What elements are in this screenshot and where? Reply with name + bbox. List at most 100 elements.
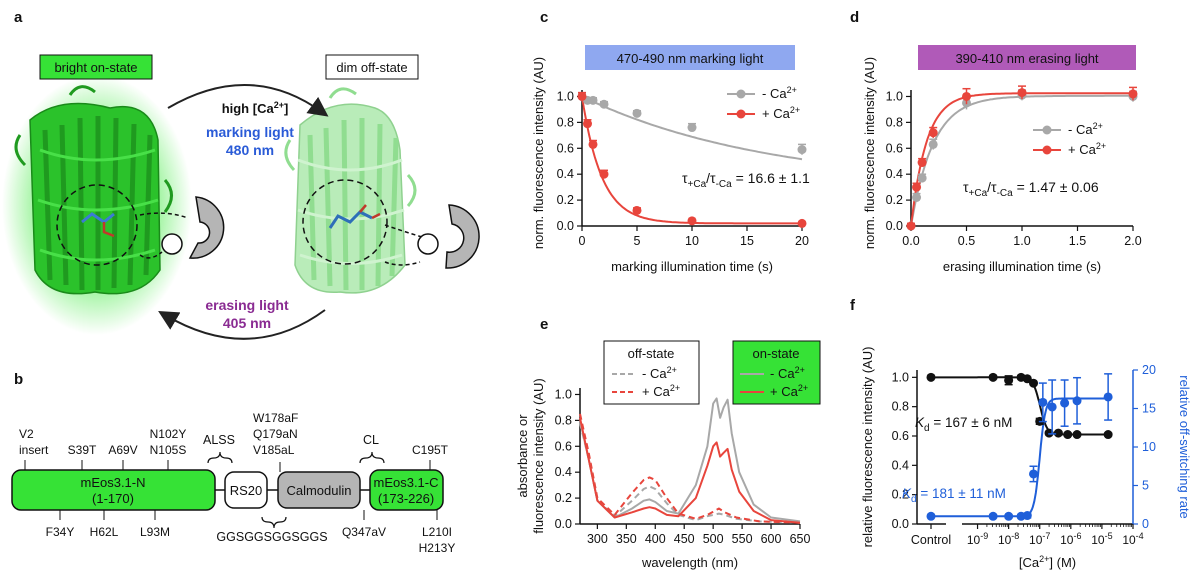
on-state-linker-2: [139, 251, 163, 259]
x-axis-label: [Ca2+] (M): [1019, 554, 1076, 570]
panel-e: e 300 350 400 450 500 550 600 650 0.0 0.2 0.4 0.6 0.…: [515, 316, 821, 570]
data-point: [797, 218, 807, 228]
x-axis-label: marking illumination time (s): [611, 259, 773, 274]
fit-curve: [910, 94, 1133, 227]
data-point: [1072, 396, 1082, 406]
panel-d-label: d: [850, 9, 859, 26]
y-tick-label: 0.8: [557, 115, 574, 129]
control-point: [926, 372, 936, 382]
data-point: [988, 511, 998, 521]
legend-on-minus: - Ca2+: [770, 365, 805, 381]
data-point: [906, 221, 916, 231]
x-tick-label: 400: [645, 532, 666, 546]
mutation-label: N102Y: [150, 427, 187, 441]
mutation-label: insert: [19, 443, 49, 457]
panel-a: a bright on-state dim off-state: [2, 9, 480, 340]
legend-marker: [736, 109, 746, 119]
data-point: [632, 205, 642, 215]
data-point: [1060, 398, 1070, 408]
data-point: [1022, 511, 1032, 521]
legend-marker: [1042, 145, 1052, 155]
legend-c: - Ca2+ + Ca2+: [727, 85, 800, 121]
mEos3.1-N-range: (1-170): [92, 491, 134, 506]
y-tick-label: 0.6: [892, 429, 909, 443]
data-point: [1103, 392, 1113, 402]
y-tick-label: 0.4: [886, 167, 903, 181]
data-point: [599, 99, 609, 109]
y-tick-label: 1.0: [886, 89, 903, 103]
mutation-label: F34Y: [46, 525, 75, 539]
y-tick-label: 0.6: [555, 439, 572, 453]
x-tick-label: 2.0: [1124, 234, 1141, 248]
off-state-legend-title: off-state: [628, 346, 675, 361]
y-axis-label: fluorescence intensity (AU): [531, 378, 546, 533]
on-state-label: bright on-state: [54, 60, 137, 75]
data-point: [928, 139, 938, 149]
x-tick-label: 5: [634, 234, 641, 248]
y-tick-label: 0.0: [892, 517, 909, 531]
data-point: [912, 182, 922, 192]
top-mutations: V2 insert S39T A69V N102Y N105S W178aF Q…: [19, 411, 449, 472]
x-tick-label: 10: [685, 234, 699, 248]
spectrum-line: [579, 397, 801, 523]
on-state-chromophore-circle: [56, 184, 138, 266]
legend-plus-ca-d: + Ca2+: [1068, 141, 1106, 157]
y-tick-label: 1.0: [892, 370, 909, 384]
spectrum-line: [579, 413, 801, 524]
mEos3.1-C-range: (173-226): [378, 491, 434, 506]
legend-d: - Ca2+ + Ca2+: [1033, 121, 1106, 157]
y-axis-label: norm. fluorescence intensity (AU): [862, 57, 877, 249]
data-point: [912, 193, 922, 203]
x-tick-label: 15: [740, 234, 754, 248]
x-tick-label: 1.5: [1069, 234, 1086, 248]
plot-c: 0 5 10 15 20 0.0 0.2 0.4 0.6 0.8 1.0 marking illumi…: [531, 57, 809, 274]
rs20-label: RS20: [230, 483, 263, 498]
high-ca-label: high [Ca2+]: [222, 100, 289, 116]
marking-light-label: marking light: [206, 124, 294, 140]
y-tick-label: 1.0: [557, 89, 574, 103]
off-state-chromophore-icon: [328, 204, 381, 229]
data-point: [1044, 428, 1054, 438]
legend-off-plus: + Ca2+: [642, 383, 680, 399]
data-point: [962, 91, 971, 101]
data-point: [917, 173, 927, 183]
data-point: [583, 119, 592, 129]
data-point: [577, 91, 587, 101]
alss-brace: [207, 451, 233, 464]
data-point: [687, 216, 697, 226]
off-state-label: dim off-state: [336, 60, 407, 75]
y-tick-label: 0.8: [886, 115, 903, 129]
panel-f-label: f: [850, 297, 856, 314]
x-tick-label: 10-5: [1091, 531, 1112, 547]
control-label: Control: [911, 533, 951, 547]
off-state-box: [325, 54, 419, 80]
tau-ratio-c: τ+Ca/τ-Ca = 16.6 ± 1.1: [682, 170, 810, 190]
on-state-legend-title: on-state: [753, 346, 800, 361]
control-point: [926, 511, 936, 521]
tau-ratio-d: τ+Ca/τ-Ca = 1.47 ± 0.06: [963, 179, 1099, 199]
y-tick-label: 0.6: [886, 141, 903, 155]
mutation-label: L210I: [422, 525, 452, 539]
kd-rate-label: Kd = 181 ± 11 nM: [902, 486, 1006, 505]
marking-light-band: [585, 45, 795, 70]
legend-plus-ca-c: + Ca2+: [762, 105, 800, 121]
mEos3.1-N-label: mEos3.1-N: [80, 475, 145, 490]
x-tick-label: 0.5: [958, 234, 975, 248]
y-tick-label: 0.2: [555, 491, 572, 505]
y-tick-label-right: 15: [1142, 402, 1156, 416]
data-point: [588, 95, 598, 105]
mEos3.1-C-label: mEos3.1-C: [373, 475, 438, 490]
legend-marker: [1042, 125, 1052, 135]
data-point: [988, 372, 998, 382]
panel-a-label: a: [14, 9, 23, 26]
x-axis-label: erasing illumination time (s): [943, 259, 1101, 274]
mEos3.1-C-block: [369, 469, 444, 511]
kd-fluorescence-label: Kd = 167 ± 6 nM: [915, 415, 1012, 434]
data-point: [797, 145, 807, 155]
data-point: [1053, 428, 1063, 438]
panel-d: d 390-410 nm erasing light 0.0 0.5 1.0 1.5 2…: [850, 9, 1142, 274]
mutation-label: W178aF: [253, 411, 298, 425]
plot-d: 0.0 0.5 1.0 1.5 2.0 0.0 0.2 0.4 0.6 0.8 1.0 erasing…: [862, 57, 1142, 274]
x-tick-label: 10-8: [998, 531, 1019, 547]
mutation-label: H213Y: [419, 541, 456, 555]
